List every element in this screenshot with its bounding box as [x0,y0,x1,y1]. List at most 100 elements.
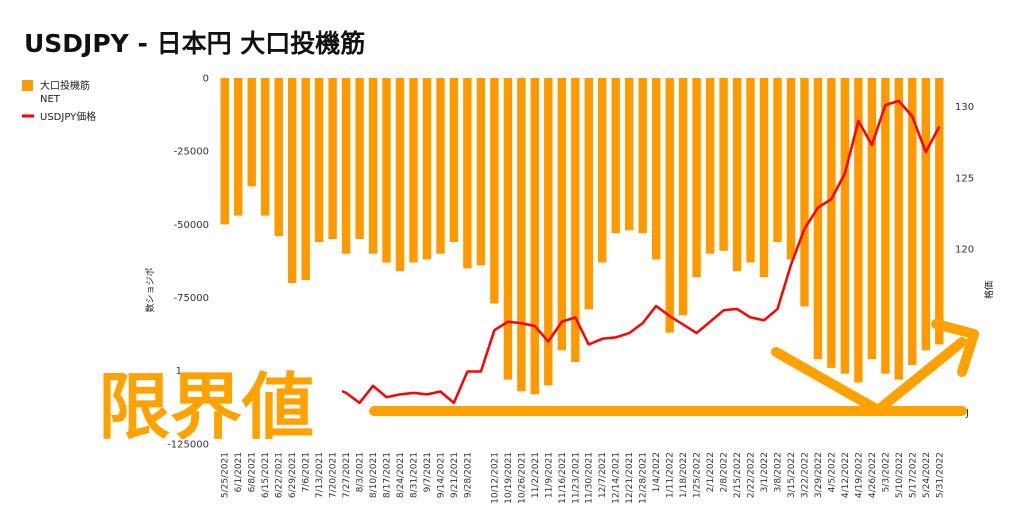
bar [382,78,391,263]
x-tick-label: 4/12/2022 [841,452,851,498]
x-tick-label: 9/14/2021 [436,452,446,498]
y-left-axis: 0 -25000 -50000 -75000 -125000 [167,74,209,451]
x-tick-label: 10/12/2021 [490,452,500,504]
y-left-tick-label: -125000 [167,440,209,451]
x-tick-label: 7/20/2021 [329,452,339,498]
x-tick-label: 5/10/2022 [895,452,905,498]
x-tick-label: 1/11/2022 [666,452,676,498]
bar [908,78,917,365]
bar [409,78,418,263]
y-left-tick-label: -25000 [174,147,209,158]
bar [786,78,796,260]
bar [355,78,364,239]
bar [598,78,607,263]
x-tick-label: 5/31/2022 [935,452,945,498]
x-tick-label: 5/3/2022 [881,452,891,492]
overlay-text-background [100,358,342,440]
y-right-axis-title: 格価 [983,281,995,299]
legend-label-price: USDJPY価格 [40,110,96,123]
x-tick-label: 3/8/2022 [774,452,784,492]
x-tick-label: 6/22/2021 [275,452,285,498]
bar [314,78,324,242]
legend-label-net-line2: NET [40,94,61,105]
bar [422,78,432,260]
y-right-axis: 130 125 120 [955,102,974,256]
x-tick-label: 11/30/2021 [585,452,595,504]
x-tick-label: 12/28/2021 [639,452,649,504]
bar [328,78,337,239]
bar [678,78,688,316]
x-tick-label: 8/31/2021 [410,452,420,498]
bar [652,78,661,260]
x-tick-label: 5/25/2021 [221,452,231,498]
x-tick-label: 9/21/2021 [450,452,460,498]
bar [288,78,297,283]
bar [935,78,944,345]
x-tick-label: 5/17/2022 [908,452,918,498]
bar [557,78,566,351]
y-left-axis-title: 数ショジポ [144,267,156,312]
bar [921,78,930,351]
x-tick-label: 2/8/2022 [720,452,730,492]
x-tick-label: 6/8/2021 [248,452,258,492]
y-left-tick-label: -50000 [174,220,209,231]
bar [476,78,486,266]
bar [827,78,836,368]
bar [571,78,580,362]
x-tick-label: 3/22/2022 [800,452,810,498]
x-tick-label: 1/25/2022 [693,452,703,498]
x-tick-label: 4/19/2022 [854,452,864,498]
bar [463,78,472,269]
bar [449,78,459,242]
bar [705,78,715,254]
legend-label-net: 大口投機筋 [40,79,90,92]
x-tick-label: 4/26/2022 [868,452,878,498]
x-tick-label: 7/13/2021 [315,452,325,498]
bar [840,78,850,374]
x-tick-label: 11/16/2021 [558,452,568,504]
x-tick-label: 11/2/2021 [531,452,541,498]
bar [274,78,283,237]
y-right-tick-label: 120 [955,245,974,256]
x-tick-label: 4/5/2022 [827,452,837,492]
bar [894,78,903,380]
x-tick-label: 2/22/2022 [747,452,757,498]
bar [368,78,378,254]
x-tick-label: 11/23/2021 [571,452,581,504]
x-tick-label: 8/17/2021 [383,452,393,498]
bar [867,78,877,360]
bar-series [220,78,944,395]
bar [544,78,553,386]
bar [692,78,701,278]
bar [490,78,499,304]
x-tick-label: 8/10/2021 [369,452,379,498]
x-tick-label: 8/24/2021 [396,452,406,498]
x-tick-label: 1/18/2022 [679,452,689,498]
x-tick-label: 12/7/2021 [598,452,608,498]
bar [234,78,243,216]
x-axis: 5/25/2021 6/1/2021 6/8/2021 6/15/2021 6/22/2… [221,452,946,504]
bar [665,78,674,333]
bar [611,78,620,234]
overlay-partial-axis-label-2: J [965,408,969,419]
bar [247,78,256,187]
x-tick-label: 9/7/2021 [423,452,433,492]
x-tick-label: 6/15/2021 [261,452,271,498]
bar [584,78,593,310]
bar [638,78,647,234]
x-tick-label: 12/14/2021 [612,452,622,504]
bar [746,78,755,263]
x-tick-label: 10/19/2021 [504,452,514,504]
x-tick-label: 6/1/2021 [234,452,244,492]
bar [395,78,405,272]
legend-swatch-net [22,80,33,91]
y-right-tick-label: 130 [955,102,974,113]
price-line [224,99,941,405]
bar [759,78,769,278]
x-tick-label: 11/9/2021 [544,452,554,498]
x-tick-label: 7/27/2021 [342,452,352,498]
y-right-tick-label: 125 [955,173,974,184]
bar [625,78,634,231]
overlay-annotation: 1 限界値 J [98,319,979,449]
